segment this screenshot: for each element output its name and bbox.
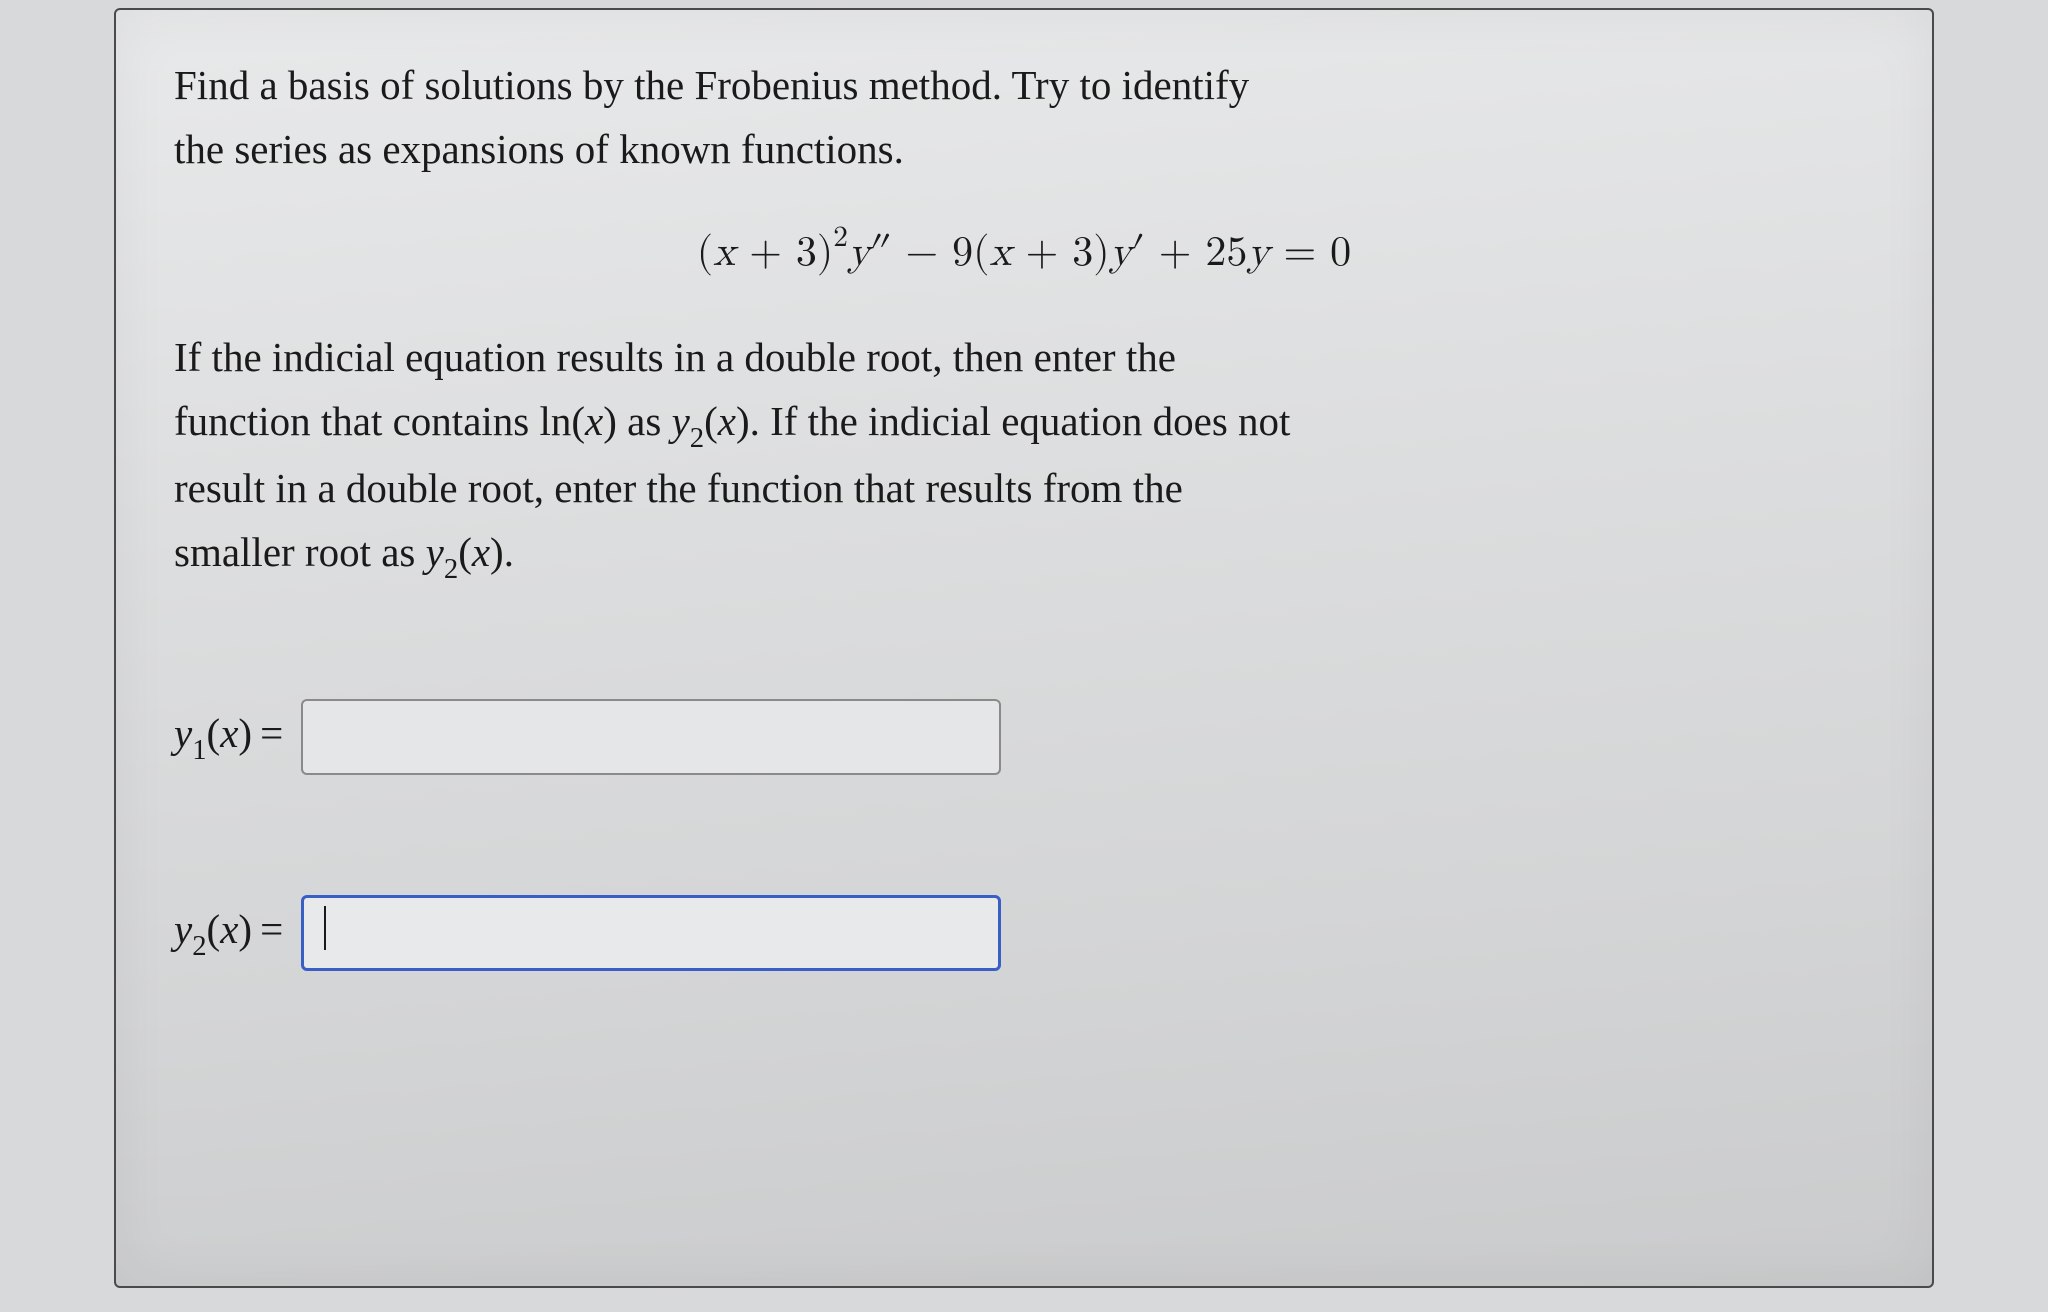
problem-card: Find a basis of solutions by the Frobeni… — [114, 8, 1934, 1288]
text-cursor — [324, 906, 326, 950]
prompt-line-2: the series as expansions of known functi… — [174, 126, 904, 172]
y2-label: y2(x)= — [174, 905, 283, 960]
prompt-line-1: Find a basis of solutions by the Frobeni… — [174, 62, 1249, 108]
y1-input[interactable] — [301, 699, 1001, 775]
y1-label: y1(x)= — [174, 709, 283, 764]
differential-equation: (x + 3)2y″ − 9(x + 3)y′ + 25y = 0 — [174, 223, 1874, 278]
y2-input[interactable] — [301, 895, 1001, 971]
answer-row-y2: y2(x)= — [174, 895, 1874, 971]
instruction-text: If the indicial equation results in a do… — [174, 326, 1874, 588]
answer-row-y1: y1(x)= — [174, 699, 1874, 775]
prompt-text: Find a basis of solutions by the Frobeni… — [174, 54, 1874, 181]
